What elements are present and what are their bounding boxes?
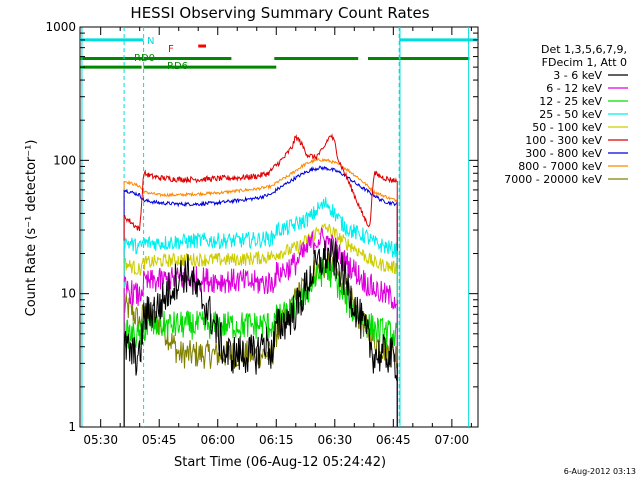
y-tick-label-3: 1000	[45, 20, 76, 34]
flag-label-rd0: RD0	[134, 53, 155, 64]
y-axis-label: Count Rate (s⁻¹ detector⁻¹)	[24, 140, 39, 317]
legend-header-1: FDecim 1, Att 0	[542, 56, 627, 69]
y-tick-label-2: 100	[53, 153, 76, 167]
flag-label-flare: F	[168, 44, 174, 55]
legend-label-1: 6 - 12 keV	[546, 82, 602, 95]
chart-title: HESSI Observing Summary Count Rates	[130, 4, 429, 22]
axis-ticks: 05:30 05:45 06:00 06:15 06:30 06:45 07:00 1 10 10…	[45, 20, 478, 447]
series-line-6	[124, 165, 398, 208]
series-line-0	[123, 238, 398, 381]
x-tick-label-0: 05:30	[83, 433, 118, 447]
series-line-4	[123, 223, 398, 276]
y-tick-label-0: 1	[68, 420, 76, 434]
x-tick-label-3: 06:15	[259, 433, 294, 447]
x-tick-label-2: 06:00	[200, 433, 235, 447]
legend-label-7: 800 - 7000 keV	[518, 160, 602, 173]
series-line-5	[123, 133, 398, 232]
series-line-7	[124, 157, 398, 203]
legend-label-6: 300 - 800 keV	[525, 147, 602, 160]
legend-label-5: 100 - 300 keV	[525, 134, 602, 147]
legend-label-8: 7000 - 20000 keV	[504, 173, 602, 186]
x-tick-label-1: 05:45	[142, 433, 177, 447]
x-axis-label: Start Time (06-Aug-12 05:24:42)	[174, 455, 386, 470]
y-tick-label-1: 10	[61, 287, 76, 301]
legend: Det 1,3,5,6,7,9,FDecim 1, Att 03 - 6 keV…	[504, 43, 628, 186]
legend-label-4: 50 - 100 keV	[532, 121, 602, 134]
flag-label-rd6: RD6	[167, 61, 188, 72]
data-series	[123, 133, 398, 427]
x-tick-label-5: 06:45	[376, 433, 411, 447]
x-tick-label-6: 07:00	[435, 433, 470, 447]
legend-header-0: Det 1,3,5,6,7,9,	[541, 43, 627, 56]
legend-label-0: 3 - 6 keV	[553, 69, 602, 82]
x-tick-label-4: 06:30	[318, 433, 353, 447]
series-line-3	[123, 197, 398, 258]
flag-label-night: N	[147, 36, 154, 47]
status-flags	[80, 38, 478, 69]
legend-label-3: 25 - 50 keV	[539, 108, 602, 121]
legend-label-2: 12 - 25 keV	[539, 95, 602, 108]
plot-frame	[79, 26, 479, 428]
timestamp: 6-Aug-2012 03:13	[564, 467, 636, 476]
